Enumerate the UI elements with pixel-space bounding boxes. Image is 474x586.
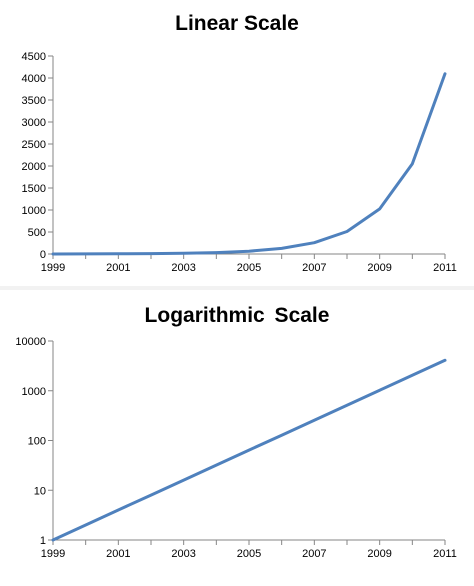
- x-tick-label: 2009: [367, 548, 391, 560]
- y-tick-label: 1000: [22, 205, 46, 217]
- y-tick-label: 1: [40, 535, 46, 547]
- y-tick-label: 10000: [15, 336, 46, 348]
- y-tick-label: 1500: [22, 183, 46, 195]
- x-tick-label: 2005: [237, 548, 261, 560]
- x-tick-label: 2005: [237, 262, 261, 274]
- linear-chart-panel[interactable]: Linear Scale 0 500 1000 1500 2000 2500 3000 350…: [0, 0, 474, 286]
- x-tick-label: 1999: [41, 548, 65, 560]
- y-tick-label: 2000: [22, 161, 46, 173]
- chart-divider: [0, 286, 474, 290]
- x-tick-label: 2011: [433, 548, 457, 560]
- series-line: [51, 358, 447, 542]
- y-tick-label: 3500: [22, 95, 46, 107]
- x-tick-label: 2007: [302, 262, 326, 274]
- y-tick-label: 0: [40, 249, 46, 261]
- x-tick-label: 2009: [367, 262, 391, 274]
- y-tick-label: 100: [28, 436, 46, 448]
- x-tick-label: 2003: [171, 262, 195, 274]
- log-chart-panel[interactable]: Logarithmic Scale 1 10 100 1000 10000 1999 200…: [0, 290, 474, 586]
- log-chart-title: Logarithmic Scale: [144, 304, 330, 327]
- series-line: [51, 72, 447, 256]
- linear-chart-svg: 0 500 1000 1500 2000 2500 3000 3500 4000 4500 1999…: [22, 51, 457, 274]
- y-tick-label: 10: [34, 485, 46, 497]
- log-chart-svg: 1 10 100 1000 10000 1999 2001 2003 2005 2007 2009 2…: [15, 336, 457, 560]
- linear-chart-title: Linear Scale: [175, 12, 299, 35]
- y-tick-label: 1000: [22, 386, 46, 398]
- y-tick-label: 3000: [22, 117, 46, 129]
- y-tick-label: 500: [28, 227, 46, 239]
- x-tick-label: 2001: [106, 262, 130, 274]
- x-tick-label: 2007: [302, 548, 326, 560]
- x-tick-label: 1999: [41, 262, 65, 274]
- y-tick-label: 4000: [22, 73, 46, 85]
- x-tick-label: 2001: [106, 548, 130, 560]
- x-tick-label: 2003: [171, 548, 195, 560]
- y-tick-label: 4500: [22, 51, 46, 63]
- y-tick-label: 2500: [22, 139, 46, 151]
- x-tick-label: 2011: [433, 262, 457, 274]
